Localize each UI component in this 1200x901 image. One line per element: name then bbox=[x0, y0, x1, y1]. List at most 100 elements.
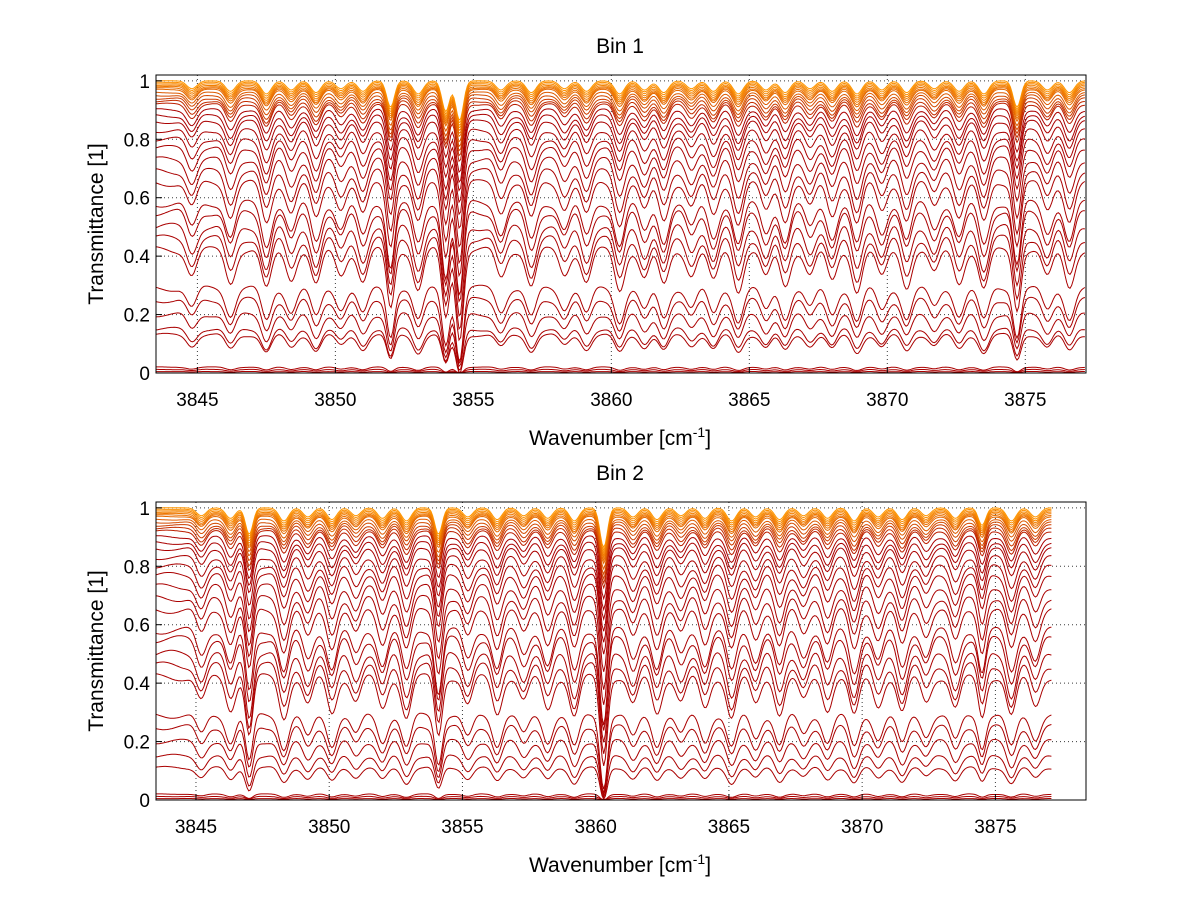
x-tick-label: 3845 bbox=[176, 390, 218, 411]
series-line bbox=[155, 128, 1085, 204]
series-line bbox=[155, 547, 1052, 622]
series-line bbox=[155, 119, 1086, 192]
series-line bbox=[156, 511, 1052, 557]
chart-panel-bin-2: Bin 2 3845 3850 3855 3860 3865 3870 3875 00.20… bbox=[85, 462, 1087, 877]
series-line bbox=[156, 515, 1052, 565]
series-line bbox=[155, 208, 1085, 303]
y-tick-label: 0.6 bbox=[124, 616, 150, 637]
y-tick-label: 0.2 bbox=[124, 733, 150, 754]
chart-title: Bin 2 bbox=[596, 462, 644, 485]
series-line bbox=[155, 554, 1052, 632]
series-line bbox=[155, 572, 1052, 655]
series-line bbox=[156, 368, 1085, 373]
series-line bbox=[155, 541, 1052, 612]
series-line bbox=[156, 88, 1085, 138]
series-line bbox=[155, 85, 1085, 132]
series-line bbox=[155, 246, 1086, 342]
series-line bbox=[155, 108, 1086, 174]
x-tick-labels: 3845 3850 3855 3860 3865 3870 3875 bbox=[176, 367, 1046, 411]
y-tick-label: 0.4 bbox=[124, 247, 151, 268]
series-line bbox=[155, 649, 1052, 743]
series-line bbox=[155, 738, 1052, 797]
y-tick-label: 0 bbox=[139, 791, 150, 812]
series-line bbox=[155, 91, 1085, 143]
y-tick-label: 1 bbox=[139, 72, 150, 93]
series-line bbox=[155, 607, 1052, 705]
series-line bbox=[155, 526, 1052, 585]
series-line bbox=[155, 583, 1052, 672]
x-tick-labels: 3845 3850 3855 3860 3865 3870 3875 bbox=[175, 794, 1017, 838]
series-line bbox=[155, 518, 1052, 571]
x-axis-label: Wavenumber [cm-1] bbox=[529, 851, 711, 877]
series-line bbox=[156, 507, 1052, 549]
series-line bbox=[155, 99, 1085, 157]
series-line bbox=[156, 370, 1085, 373]
series-line bbox=[156, 510, 1052, 554]
x-tick-label: 3860 bbox=[590, 390, 632, 411]
x-tick-label: 3865 bbox=[708, 817, 750, 838]
x-axis-label: Wavenumber [cm-1] bbox=[529, 424, 711, 450]
series-traces bbox=[155, 507, 1052, 801]
y-tick-labels: 0 0.2 0.4 0.6 0.8 1 bbox=[124, 499, 162, 812]
chart-panel-bin-1: Bin 1 3845 3850 3855 3860 3865 3870 3875 00.20… bbox=[85, 35, 1087, 450]
series-line bbox=[155, 199, 1086, 297]
series-traces bbox=[155, 80, 1086, 374]
series-line bbox=[155, 222, 1085, 318]
series-line bbox=[155, 661, 1052, 754]
series-line bbox=[156, 83, 1085, 127]
y-tick-label: 1 bbox=[139, 499, 150, 520]
y-tick-label: 0 bbox=[139, 364, 150, 385]
series-line bbox=[156, 524, 1052, 581]
series-line bbox=[155, 94, 1085, 148]
x-tick-label: 3860 bbox=[575, 817, 617, 838]
x-tick-label: 3850 bbox=[314, 390, 356, 411]
axes-box bbox=[155, 74, 1087, 374]
x-tick-label: 3855 bbox=[452, 390, 494, 411]
series-line bbox=[156, 80, 1085, 121]
series-line bbox=[155, 326, 1085, 371]
series-line bbox=[155, 167, 1086, 265]
y-tick-labels: 0 0.2 0.4 0.6 0.8 1 bbox=[124, 72, 162, 385]
series-line bbox=[155, 635, 1052, 731]
axes-box bbox=[155, 501, 1087, 801]
series-line bbox=[155, 296, 1086, 365]
series-line bbox=[155, 332, 1085, 374]
series-line bbox=[156, 87, 1085, 135]
x-tick-label: 3870 bbox=[841, 817, 883, 838]
series-line bbox=[155, 234, 1086, 331]
series-line bbox=[155, 136, 1085, 216]
series-line bbox=[155, 724, 1052, 795]
series-line bbox=[156, 508, 1052, 552]
series-line bbox=[155, 113, 1086, 184]
series-line bbox=[155, 512, 1052, 560]
series-line bbox=[155, 673, 1052, 767]
series-line bbox=[155, 712, 1052, 790]
chart-title: Bin 1 bbox=[596, 35, 644, 58]
series-line bbox=[156, 366, 1085, 373]
y-axis-label: Transmittance [1] bbox=[85, 570, 108, 731]
series-line bbox=[155, 521, 1052, 576]
series-line bbox=[156, 81, 1085, 124]
x-tick-label: 3855 bbox=[441, 817, 483, 838]
x-tick-label: 3865 bbox=[728, 390, 770, 411]
series-line bbox=[155, 102, 1085, 163]
series-line bbox=[155, 535, 1052, 601]
series-line bbox=[156, 84, 1085, 129]
x-tick-label: 3850 bbox=[308, 817, 350, 838]
series-line bbox=[155, 594, 1052, 690]
series-line bbox=[155, 529, 1052, 590]
series-line bbox=[155, 284, 1086, 363]
series-line bbox=[155, 312, 1085, 368]
series-line bbox=[155, 753, 1052, 799]
series-line bbox=[155, 626, 1052, 726]
y-tick-label: 0.4 bbox=[124, 674, 151, 695]
series-line bbox=[156, 97, 1085, 152]
y-tick-label: 0.2 bbox=[124, 306, 150, 327]
series-line bbox=[156, 514, 1052, 562]
series-line bbox=[155, 156, 1086, 248]
x-tick-label: 3845 bbox=[175, 817, 217, 838]
y-tick-label: 0.8 bbox=[124, 557, 150, 578]
x-tick-label: 3870 bbox=[866, 390, 908, 411]
y-axis-label: Transmittance [1] bbox=[85, 143, 108, 304]
